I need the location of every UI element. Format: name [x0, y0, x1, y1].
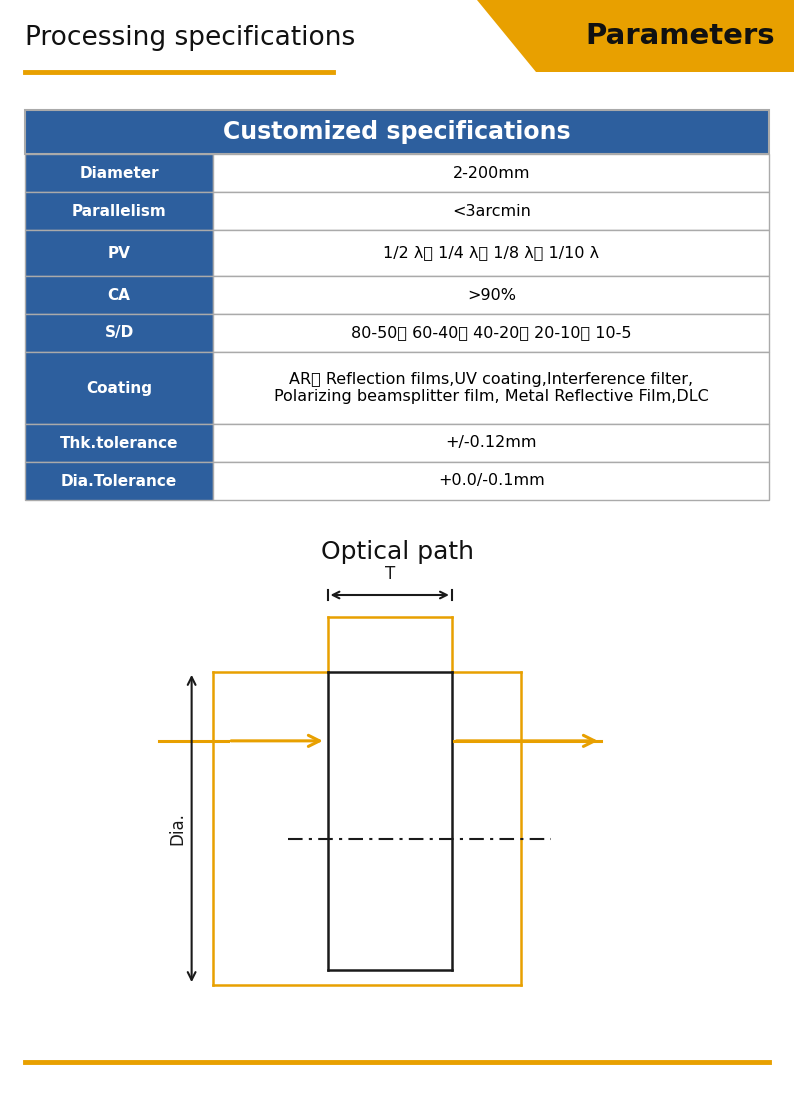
FancyBboxPatch shape [25, 110, 770, 154]
Text: S/D: S/D [105, 326, 134, 341]
Text: AR、 Reflection films,UV coating,Interference filter,
Polarizing beamsplitter fil: AR、 Reflection films,UV coating,Interfer… [274, 372, 709, 404]
Text: Parallelism: Parallelism [72, 204, 166, 219]
Text: 2-200mm: 2-200mm [453, 165, 530, 180]
Text: CA: CA [108, 287, 130, 303]
Text: Dia.: Dia. [169, 812, 186, 845]
FancyBboxPatch shape [25, 462, 214, 501]
Text: Diameter: Diameter [79, 165, 159, 180]
FancyBboxPatch shape [25, 424, 214, 462]
Polygon shape [477, 0, 794, 72]
FancyBboxPatch shape [25, 276, 214, 314]
FancyBboxPatch shape [25, 154, 214, 192]
FancyBboxPatch shape [214, 192, 770, 230]
Text: T: T [385, 565, 395, 583]
Text: 80-50、 60-40、 40-20、 20-10、 10-5: 80-50、 60-40、 40-20、 20-10、 10-5 [351, 326, 632, 341]
FancyBboxPatch shape [214, 424, 770, 462]
Text: +/-0.12mm: +/-0.12mm [446, 436, 538, 451]
FancyBboxPatch shape [214, 352, 770, 424]
Text: >90%: >90% [467, 287, 516, 303]
FancyBboxPatch shape [214, 230, 770, 276]
FancyBboxPatch shape [214, 154, 770, 192]
FancyBboxPatch shape [214, 462, 770, 501]
FancyBboxPatch shape [214, 276, 770, 314]
Text: Customized specifications: Customized specifications [223, 120, 571, 144]
Text: Optical path: Optical path [321, 540, 474, 564]
Text: PV: PV [108, 245, 130, 261]
Text: Coating: Coating [86, 381, 152, 396]
FancyBboxPatch shape [25, 352, 214, 424]
FancyBboxPatch shape [25, 314, 214, 352]
Text: Dia.Tolerance: Dia.Tolerance [61, 473, 178, 488]
Text: Processing specifications: Processing specifications [25, 25, 355, 51]
Text: Parameters: Parameters [586, 22, 775, 50]
Text: Thk.tolerance: Thk.tolerance [60, 436, 178, 451]
FancyBboxPatch shape [25, 230, 214, 276]
FancyBboxPatch shape [214, 314, 770, 352]
Text: <3arcmin: <3arcmin [452, 204, 531, 219]
FancyBboxPatch shape [25, 192, 214, 230]
Text: 1/2 λ、 1/4 λ、 1/8 λ、 1/10 λ: 1/2 λ、 1/4 λ、 1/8 λ、 1/10 λ [383, 245, 599, 261]
Text: +0.0/-0.1mm: +0.0/-0.1mm [438, 473, 545, 488]
